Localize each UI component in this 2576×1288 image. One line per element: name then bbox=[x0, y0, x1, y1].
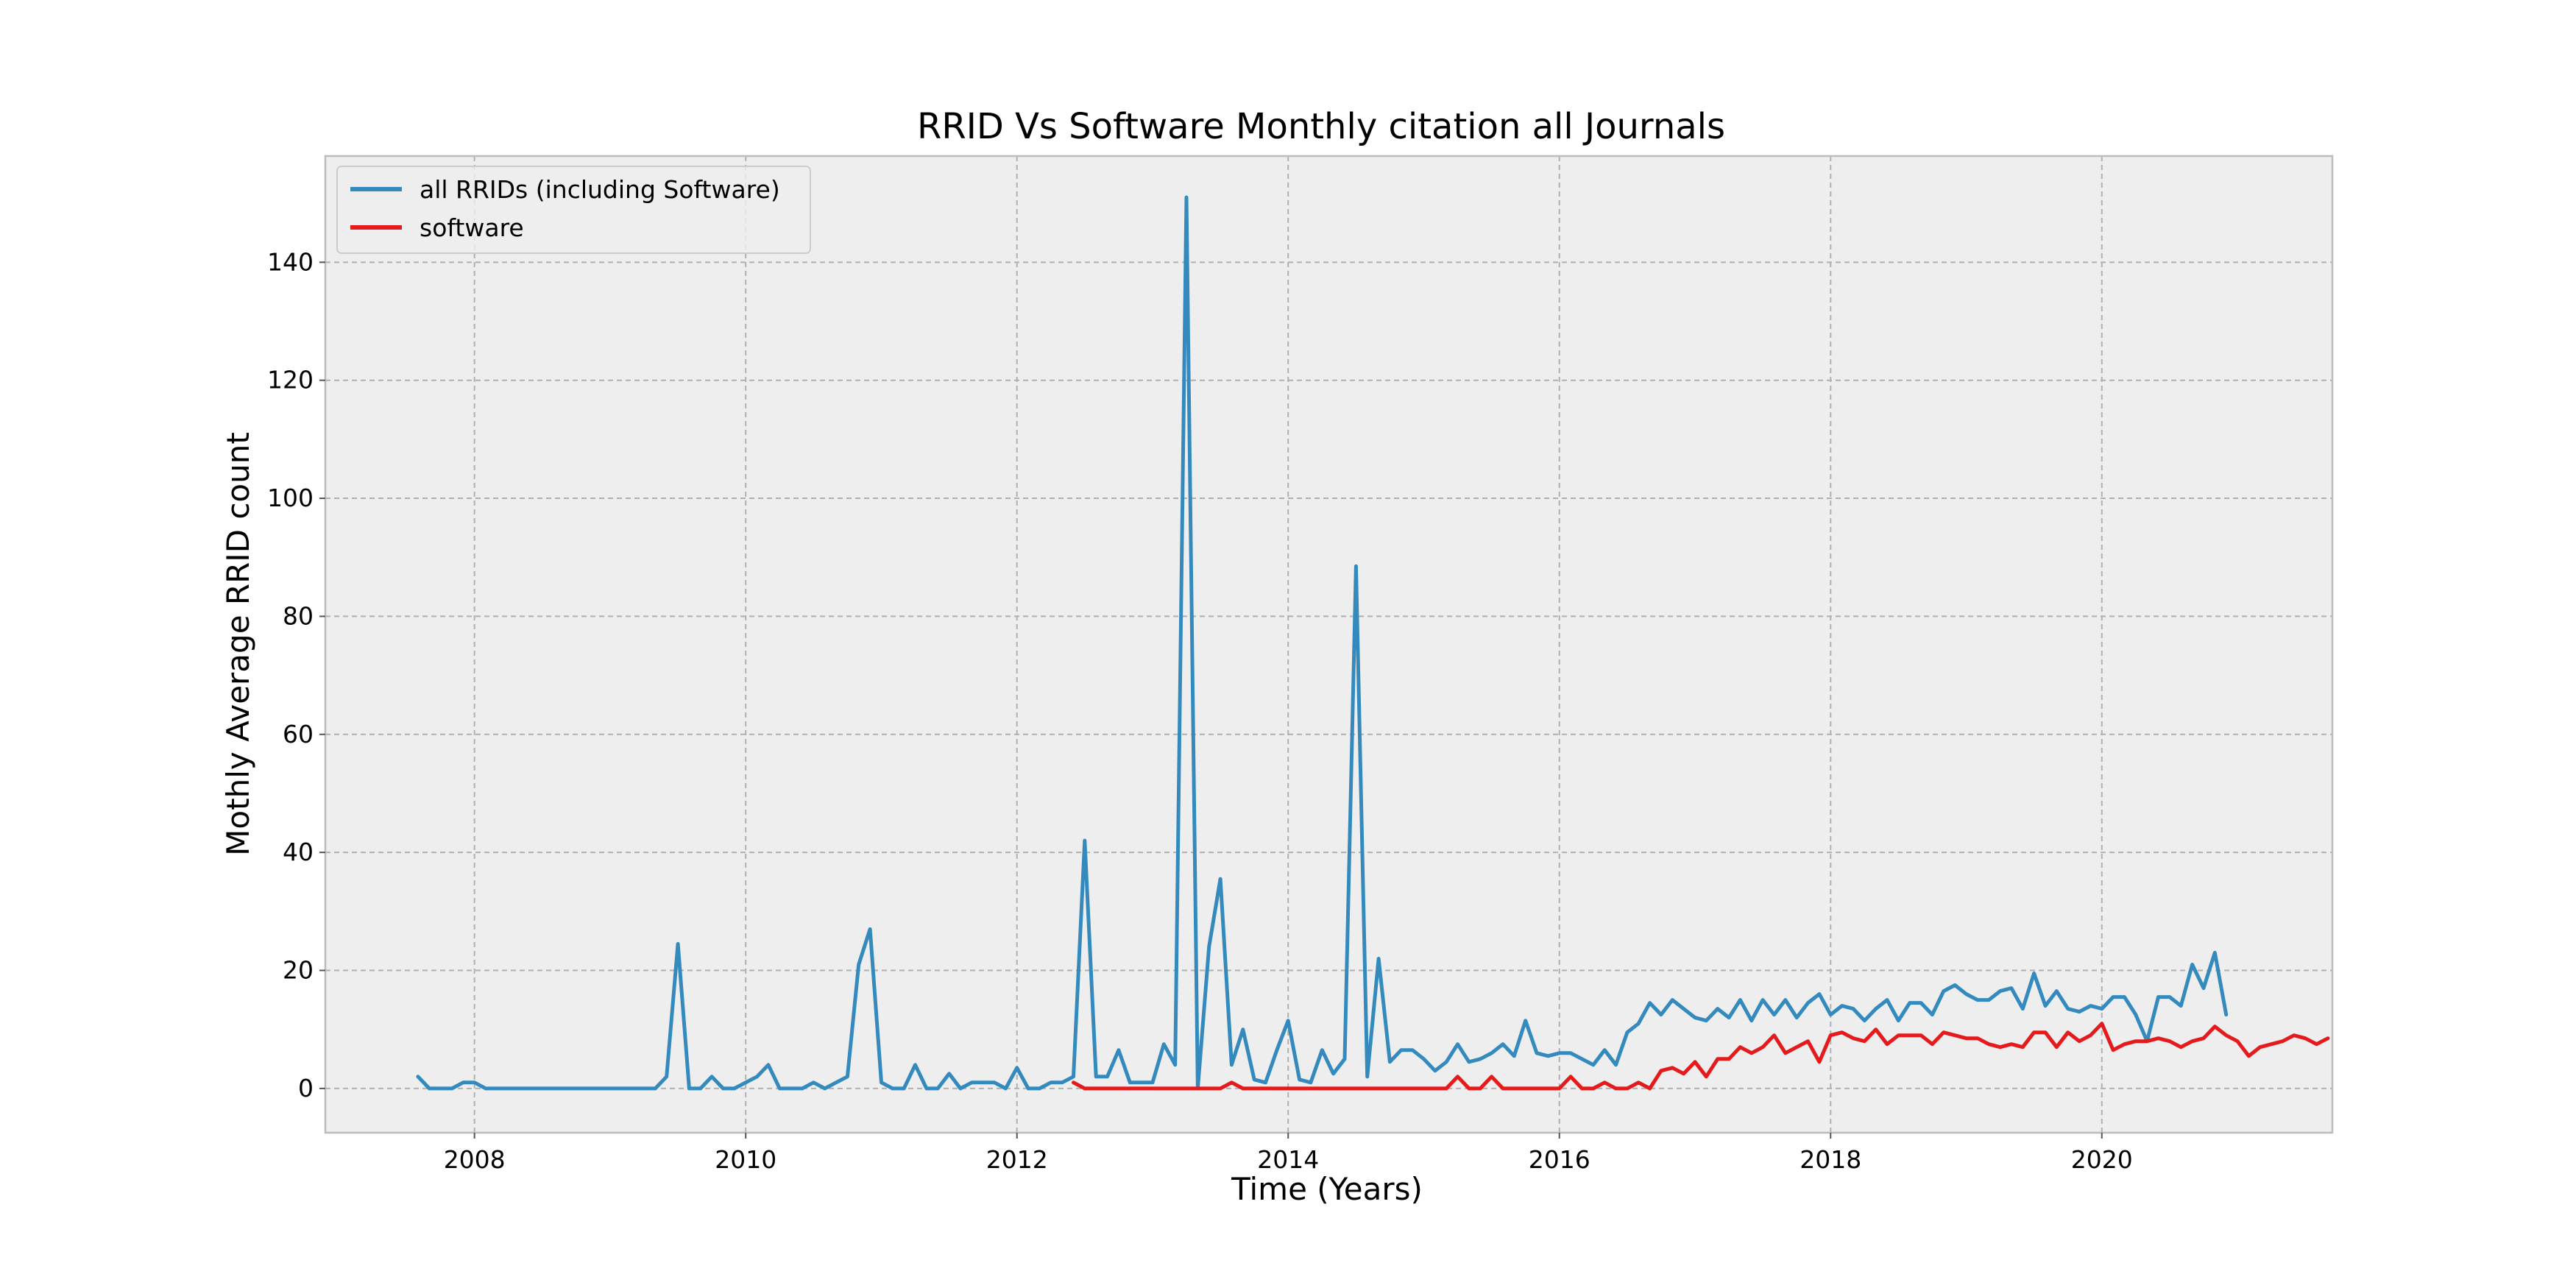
legend-box bbox=[336, 166, 811, 254]
x-tick-label: 2012 bbox=[986, 1145, 1048, 1174]
grid bbox=[325, 156, 2332, 1133]
x-tick-label: 2008 bbox=[444, 1145, 506, 1174]
y-tick-label: 140 bbox=[267, 247, 314, 276]
legend: all RRIDs (including Software) software bbox=[336, 166, 811, 254]
x-tick-label: 2020 bbox=[2071, 1145, 2133, 1174]
y-axis-label: Mothly Average RRID count bbox=[220, 432, 256, 856]
chart-title: RRID Vs Software Monthly citation all Jo… bbox=[917, 106, 1725, 147]
y-tick-label: 40 bbox=[283, 838, 314, 866]
x-axis-label: Time (Years) bbox=[1231, 1171, 1423, 1207]
y-tick-label: 80 bbox=[283, 601, 314, 630]
series-line-1 bbox=[1072, 1022, 2330, 1091]
y-tick-label: 0 bbox=[298, 1074, 314, 1103]
axis-ticks: 2008 2010 2012 2014 2016 2018 2020 0 20 40 60 80 100… bbox=[267, 247, 2133, 1174]
x-tick-label: 2018 bbox=[1800, 1145, 1861, 1174]
x-tick-label: 2014 bbox=[1257, 1145, 1319, 1174]
plot-frame bbox=[324, 155, 2334, 1134]
series-line-0 bbox=[416, 195, 2229, 1091]
series-lines bbox=[416, 195, 2330, 1091]
legend-label-software: software bbox=[420, 213, 524, 242]
y-tick-label: 120 bbox=[267, 366, 314, 394]
y-tick-label: 60 bbox=[283, 720, 314, 749]
y-tick-label: 100 bbox=[267, 484, 314, 512]
legend-label-all-rrids: all RRIDs (including Software) bbox=[420, 175, 780, 204]
y-tick-label: 20 bbox=[283, 956, 314, 985]
x-tick-label: 2016 bbox=[1529, 1145, 1590, 1174]
x-tick-label: 2010 bbox=[715, 1145, 776, 1174]
